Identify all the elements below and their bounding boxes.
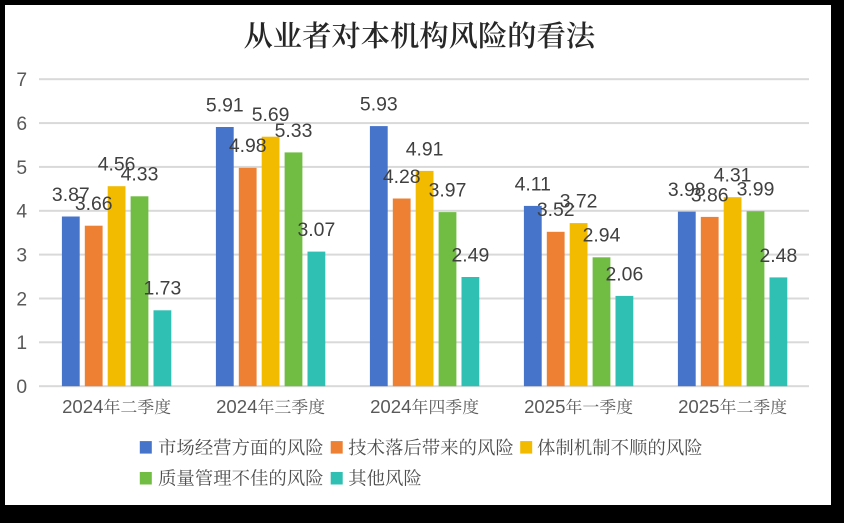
svg-text:4.91: 4.91 bbox=[406, 138, 444, 160]
svg-text:2.06: 2.06 bbox=[606, 263, 644, 285]
svg-text:1: 1 bbox=[16, 333, 27, 354]
svg-text:4.98: 4.98 bbox=[229, 135, 267, 157]
svg-text:2.49: 2.49 bbox=[452, 244, 490, 266]
svg-text:5.33: 5.33 bbox=[275, 120, 313, 142]
svg-text:3.97: 3.97 bbox=[429, 180, 467, 202]
svg-text:2024: 2024 bbox=[370, 396, 411, 417]
svg-text:3.52: 3.52 bbox=[537, 199, 575, 221]
svg-text:3.87: 3.87 bbox=[52, 184, 90, 206]
svg-text:0: 0 bbox=[16, 377, 27, 398]
svg-text:7: 7 bbox=[16, 70, 27, 91]
svg-text:5: 5 bbox=[16, 158, 27, 179]
svg-text:4.28: 4.28 bbox=[383, 166, 421, 188]
svg-text:5.91: 5.91 bbox=[206, 94, 244, 116]
svg-text:2.48: 2.48 bbox=[760, 245, 798, 267]
svg-text:3: 3 bbox=[16, 246, 27, 267]
svg-text:3.99: 3.99 bbox=[737, 179, 775, 201]
svg-text:3.72: 3.72 bbox=[560, 191, 598, 213]
svg-text:5.69: 5.69 bbox=[252, 104, 290, 126]
svg-text:4.33: 4.33 bbox=[121, 164, 159, 186]
svg-text:2.94: 2.94 bbox=[583, 225, 621, 247]
svg-text:3.66: 3.66 bbox=[75, 193, 113, 215]
svg-text:5.93: 5.93 bbox=[360, 94, 398, 116]
svg-text:4: 4 bbox=[16, 202, 27, 223]
svg-text:3.86: 3.86 bbox=[691, 184, 729, 206]
svg-text:2024: 2024 bbox=[62, 396, 103, 417]
svg-text:1.73: 1.73 bbox=[144, 278, 182, 300]
svg-text:2025: 2025 bbox=[678, 396, 719, 417]
svg-text:2024: 2024 bbox=[216, 396, 257, 417]
svg-text:2: 2 bbox=[16, 289, 27, 310]
svg-text:4.56: 4.56 bbox=[98, 154, 136, 176]
svg-text:3.07: 3.07 bbox=[298, 219, 336, 241]
svg-text:4.31: 4.31 bbox=[714, 165, 752, 187]
svg-text:3.98: 3.98 bbox=[668, 179, 706, 201]
svg-text:6: 6 bbox=[16, 114, 27, 135]
svg-text:4.11: 4.11 bbox=[515, 173, 551, 195]
svg-text:2025: 2025 bbox=[524, 396, 565, 417]
